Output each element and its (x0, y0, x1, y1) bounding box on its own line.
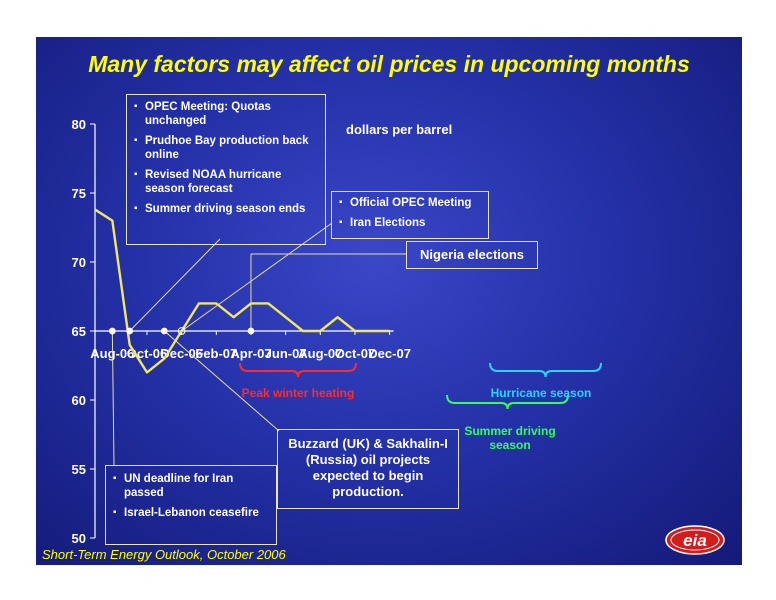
callout-nigeria-elections: Nigeria elections (406, 241, 538, 269)
callout-item: UN deadline for Iran passed (112, 472, 270, 500)
callout-item: OPEC Meeting: Quotas unchanged (133, 100, 319, 128)
y-tick-label: 50 (72, 531, 86, 546)
callout-item: Prudhoe Bay production back online (133, 134, 319, 162)
leader-line (111, 330, 115, 466)
leader-line (181, 222, 333, 332)
source-note: Short-Term Energy Outlook, October 2006 (42, 547, 286, 562)
callout-item: Revised NOAA hurricane season forecast (133, 168, 319, 196)
callout-item: Summer driving season ends (133, 202, 319, 216)
event-marker (160, 327, 168, 335)
price-series-line (94, 208, 390, 374)
callout-un-deadline: UN deadline for Iran passed Israel-Leban… (105, 465, 277, 545)
callout-item: Israel-Lebanon ceasefire (112, 506, 270, 520)
callout-opec-meeting: OPEC Meeting: Quotas unchanged Prudhoe B… (126, 94, 326, 245)
x-tick-label: Feb-07 (195, 346, 237, 361)
y-tick-label: 65 (72, 324, 86, 339)
svg-text:eia: eia (683, 531, 707, 550)
x-tick-label: Dec-07 (368, 346, 411, 361)
y-tick-label: 55 (72, 462, 86, 477)
y-tick-label: 70 (72, 255, 86, 270)
oil-price-chart: 50556065707580Aug-06Oct-06Dec-06Feb-07Ap… (72, 117, 602, 546)
callout-item: Iran Elections (338, 216, 482, 230)
callout-official-opec: Official OPEC Meeting Iran Elections (331, 191, 489, 239)
callout-new-oil-projects: Buzzard (UK) & Sakhalin-I (Russia) oil p… (277, 429, 459, 509)
callout-item: Official OPEC Meeting (338, 196, 482, 210)
slide-title: Many factors may affect oil prices in up… (88, 51, 690, 77)
x-tick-label: Apr-07 (230, 346, 271, 361)
event-marker (108, 327, 116, 335)
event-marker (126, 327, 134, 335)
summer-driving-brace (446, 394, 569, 410)
peak-winter-brace (239, 362, 357, 378)
summer-driving-label: Summer driving (464, 424, 555, 438)
peak-winter-label: Peak winter heating (242, 386, 355, 400)
y-axis-label: dollars per barrel (346, 122, 452, 137)
eia-logo: eia (665, 525, 725, 555)
y-tick-label: 75 (72, 186, 86, 201)
y-tick-label: 60 (72, 393, 86, 408)
event-marker (177, 327, 186, 335)
leader-line (163, 330, 280, 432)
hurricane-season-label: Hurricane season (491, 386, 592, 400)
slide: 50 55 60 65 70 75 80 Aug-06 Oct-06 Dec-06 Feb-07 Ap… (36, 37, 742, 565)
summer-driving-label: season (489, 438, 530, 452)
x-tick-label: Oct-07 (335, 346, 375, 361)
leader-line (129, 238, 221, 332)
event-marker (247, 327, 255, 335)
hurricane-season-brace (489, 362, 602, 378)
x-tick-label: Jun-07 (265, 346, 307, 361)
y-tick-label: 80 (72, 117, 86, 132)
x-tick-label: Aug-07 (298, 346, 342, 361)
